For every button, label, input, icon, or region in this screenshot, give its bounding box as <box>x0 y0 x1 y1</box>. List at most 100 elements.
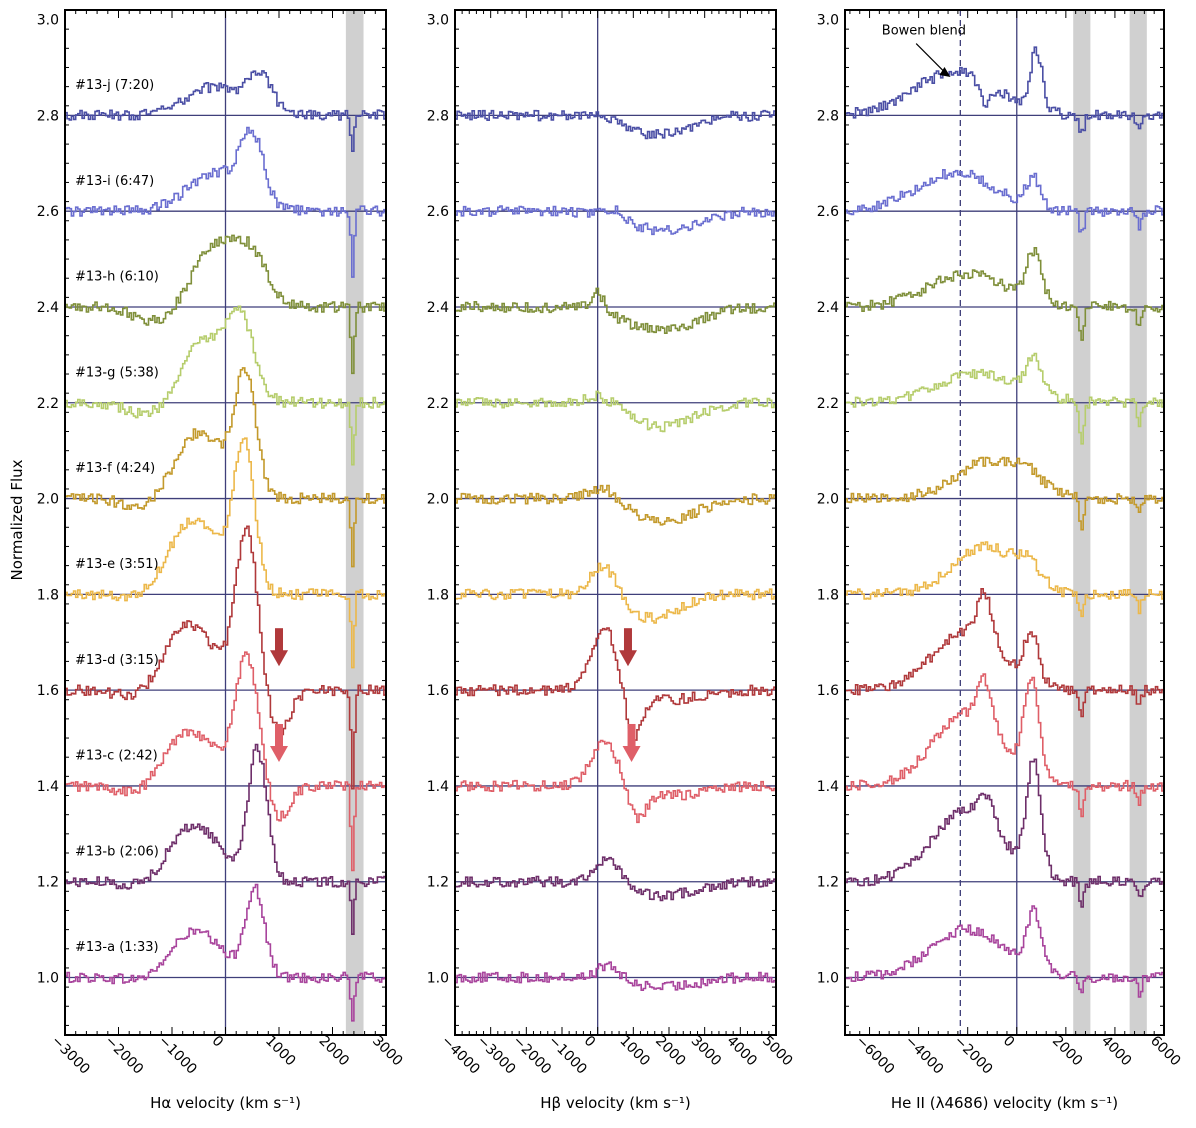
y-tick-label: 1.8 <box>817 587 839 603</box>
x-tick-label: −4000 <box>902 1033 947 1078</box>
x-tick-label: 3000 <box>369 1033 406 1070</box>
spectrum-halpha-4 <box>65 437 386 669</box>
spectrum-halpha-8 <box>65 126 386 278</box>
y-axis-title: Normalized Flux <box>8 459 26 580</box>
x-tick-label: −1000 <box>155 1033 200 1078</box>
spectrum-hbeta-1 <box>455 856 776 902</box>
spectrum-heii-6 <box>845 352 1164 445</box>
panel-halpha: 1.0 1.2 1.4 1.6 1.8 2.0 2.2 2.4 2.6 2.8 3.0 −3000 −2… <box>37 9 406 1112</box>
y-tick-label: 2.2 <box>37 396 59 412</box>
spectrum-heii-8 <box>845 169 1164 233</box>
spectrum-halpha-3 <box>65 525 386 790</box>
y-tick-label: 2.8 <box>37 108 59 124</box>
x-tick-label: 5000 <box>759 1033 796 1070</box>
y-tick-label: 2.4 <box>37 300 59 316</box>
panel-hbeta: 1.0 1.2 1.4 1.6 1.8 2.0 2.2 2.4 2.6 2.8 3.0 −4000−3… <box>427 9 796 1112</box>
y-tick-label: 1.0 <box>427 971 449 987</box>
y-tick-label: 1.0 <box>37 971 59 987</box>
y-tick-label: 1.4 <box>37 779 59 795</box>
y-tick-label: 3.0 <box>817 13 839 29</box>
spectrum-label: #13-i (6:47) <box>75 174 154 189</box>
y-tick-label: 3.0 <box>37 13 59 29</box>
spectrum-heii-3 <box>845 588 1164 718</box>
x-tick-label: −2000 <box>509 1033 554 1078</box>
spectrum-hbeta-2 <box>455 739 776 824</box>
spectrum-hbeta-5 <box>455 484 776 526</box>
y-tick-label: 1.4 <box>817 779 839 795</box>
axes-frame-heii <box>844 9 1165 1036</box>
x-tick-label: −2000 <box>951 1033 996 1078</box>
spectrum-heii-2 <box>845 673 1164 818</box>
x-tick-label: −2000 <box>102 1033 147 1078</box>
spectrum-heii-7 <box>845 247 1164 341</box>
x-axis-title-heii: He II (λ4686) velocity (km s⁻¹) <box>891 1094 1118 1112</box>
x-tick-label: 2000 <box>1049 1033 1086 1070</box>
bowen-blend-annotation: Bowen blend <box>882 24 966 39</box>
x-tick-label: 3000 <box>688 1033 725 1070</box>
spectrum-heii-4 <box>845 541 1164 618</box>
y-tick-label: 2.0 <box>817 492 839 508</box>
spectrum-label: #13-g (5:38) <box>75 365 159 380</box>
y-tick-label: 2.2 <box>427 396 449 412</box>
y-tick-label: 1.0 <box>817 971 839 987</box>
x-tick-label: 2000 <box>316 1033 353 1070</box>
telluric-band-1 <box>1129 10 1147 1035</box>
x-tick-label: 6000 <box>1147 1033 1184 1070</box>
spectrum-label: #13-e (3:51) <box>75 557 159 572</box>
y-tick-label: 2.2 <box>817 396 839 412</box>
spectrum-label: #13-b (2:06) <box>75 844 159 859</box>
spectrum-halpha-2 <box>65 651 386 872</box>
y-tick-label: 2.6 <box>817 204 839 220</box>
spectrum-hbeta-9 <box>455 109 776 140</box>
spectrum-halpha-7 <box>65 234 386 375</box>
spectrum-halpha-1 <box>65 743 386 935</box>
spectrum-label: #13-a (1:33) <box>75 940 159 955</box>
spectrum-label: #13-h (6:10) <box>75 270 159 285</box>
y-tick-label: 2.4 <box>817 300 839 316</box>
spectrum-heii-5 <box>845 456 1164 531</box>
spectrum-halpha-0 <box>65 883 386 1022</box>
x-tick-label: −4000 <box>438 1033 483 1078</box>
y-tick-label: 1.8 <box>427 587 449 603</box>
spectrum-halpha-5 <box>65 367 386 568</box>
x-tick-label: −3000 <box>474 1033 519 1078</box>
y-tick-label: 1.8 <box>37 587 59 603</box>
x-axis-title-halpha: Hα velocity (km s⁻¹) <box>150 1094 301 1112</box>
x-tick-label: 1000 <box>262 1033 299 1070</box>
spectrum-hbeta-8 <box>455 205 776 236</box>
x-tick-label: 1000 <box>616 1033 653 1070</box>
y-tick-label: 2.6 <box>427 204 449 220</box>
spectrum-label: #13-j (7:20) <box>75 78 154 93</box>
spectrum-label: #13-f (4:24) <box>75 461 155 476</box>
spectrum-heii-9 <box>845 46 1164 133</box>
y-tick-label: 1.6 <box>817 683 839 699</box>
axes-frame-hbeta <box>454 9 777 1036</box>
spectrum-hbeta-3 <box>455 627 776 741</box>
absorption-arrow-0 <box>618 628 637 667</box>
spectrum-label: #13-c (2:42) <box>75 749 158 764</box>
spectrum-halpha-6 <box>65 305 386 466</box>
y-tick-label: 2.0 <box>427 492 449 508</box>
y-tick-label: 3.0 <box>427 13 449 29</box>
y-tick-label: 1.2 <box>427 875 449 891</box>
absorption-arrow-1 <box>270 723 288 762</box>
spectrum-halpha-9 <box>65 70 386 152</box>
absorption-arrow-1 <box>622 723 641 762</box>
y-tick-label: 1.6 <box>427 683 449 699</box>
y-tick-label: 2.8 <box>817 108 839 124</box>
absorption-arrow-0 <box>270 628 288 667</box>
y-tick-label: 2.6 <box>37 204 59 220</box>
spectrum-hbeta-6 <box>455 390 776 433</box>
y-tick-label: 1.6 <box>37 683 59 699</box>
x-tick-label: 4000 <box>723 1033 760 1070</box>
panel-heii: Bowen blend 1.0 1.2 1.4 1.6 1.8 2.0 2.2 2.4 2.6 2.… <box>817 9 1184 1112</box>
y-tick-label: 1.2 <box>817 875 839 891</box>
annotation-arrow <box>939 67 951 78</box>
x-tick-label: 2000 <box>652 1033 689 1070</box>
y-tick-label: 2.8 <box>427 108 449 124</box>
x-tick-label: 4000 <box>1098 1033 1135 1070</box>
y-tick-label: 2.0 <box>37 492 59 508</box>
spectrum-heii-0 <box>845 905 1164 998</box>
spectrum-label: #13-d (3:15) <box>75 653 159 668</box>
